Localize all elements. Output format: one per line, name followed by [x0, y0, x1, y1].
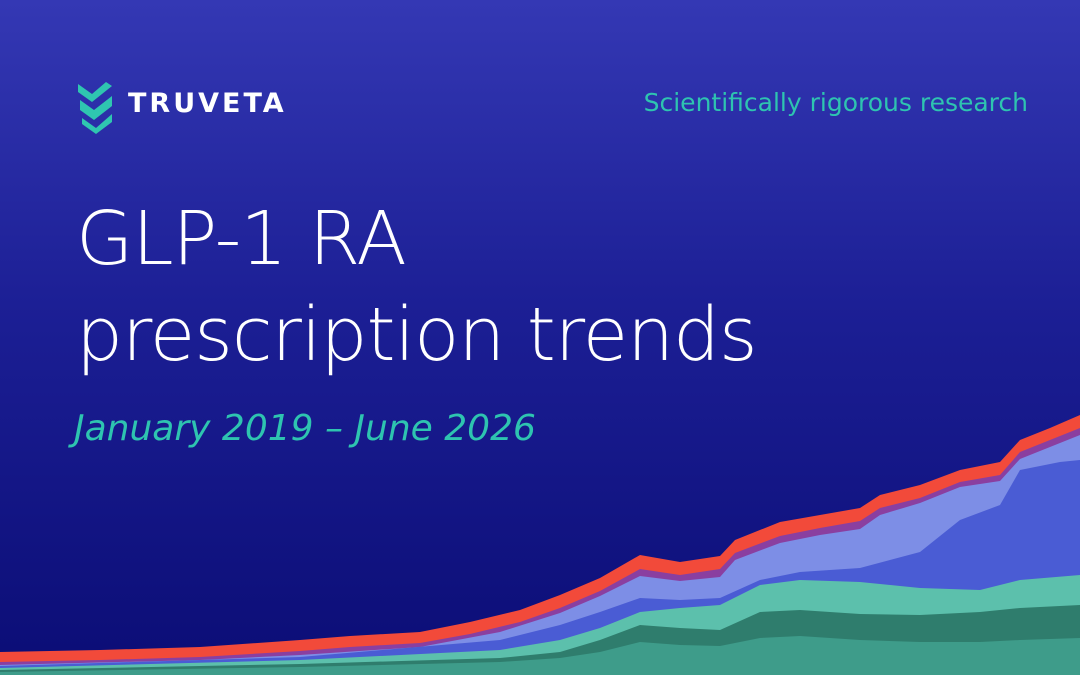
title-line: prescription trends [76, 292, 758, 378]
title-line: GLP-1 RA [76, 196, 407, 282]
area-layer [0, 636, 1080, 675]
logo-icon [78, 82, 112, 134]
tagline: Scientifically rigorous research [643, 88, 1028, 117]
date-range: January 2019 – June 2026 [74, 408, 536, 449]
brand-name: TRUVETA [128, 88, 287, 119]
